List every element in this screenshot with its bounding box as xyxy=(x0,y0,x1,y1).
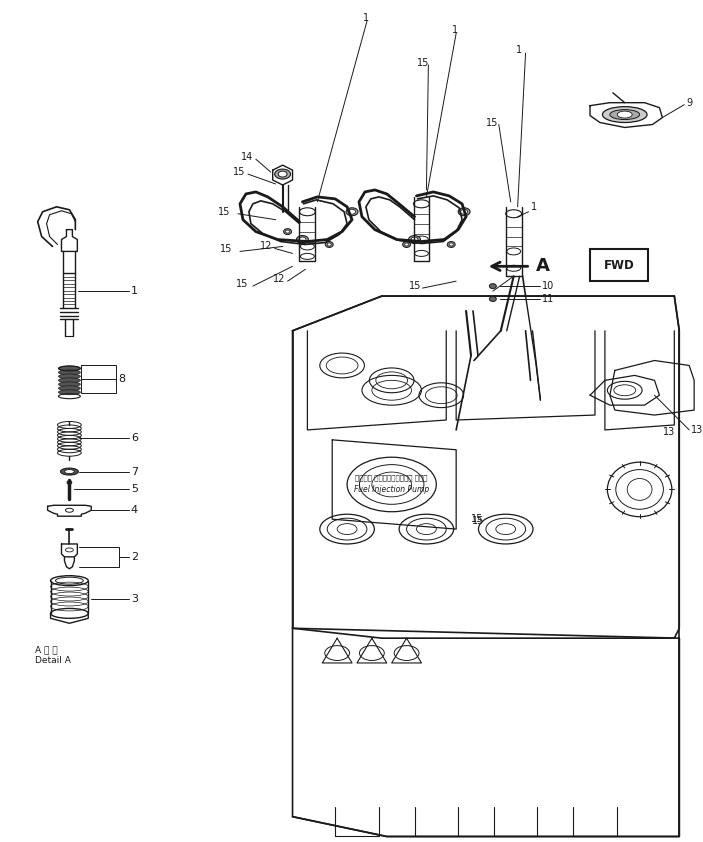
Ellipse shape xyxy=(67,481,72,484)
Ellipse shape xyxy=(58,390,80,395)
Text: Detail A: Detail A xyxy=(34,657,70,665)
Ellipse shape xyxy=(297,236,309,243)
Ellipse shape xyxy=(58,386,80,391)
Ellipse shape xyxy=(411,237,418,242)
Ellipse shape xyxy=(58,374,80,379)
Text: FWD: FWD xyxy=(603,258,634,272)
Text: 6: 6 xyxy=(131,433,138,443)
Ellipse shape xyxy=(489,284,496,289)
Ellipse shape xyxy=(449,243,453,246)
Text: A: A xyxy=(536,258,549,275)
Ellipse shape xyxy=(278,171,287,177)
Ellipse shape xyxy=(58,370,80,375)
Text: 1: 1 xyxy=(531,202,536,212)
Text: 15: 15 xyxy=(471,514,484,525)
Text: 15: 15 xyxy=(486,118,498,127)
Ellipse shape xyxy=(346,208,358,216)
Text: A 詳 細: A 詳 細 xyxy=(34,646,58,654)
Text: 9: 9 xyxy=(686,98,692,108)
Ellipse shape xyxy=(460,210,467,214)
Text: 4: 4 xyxy=(131,505,138,515)
Ellipse shape xyxy=(58,381,80,386)
Ellipse shape xyxy=(283,229,292,235)
Ellipse shape xyxy=(617,111,632,118)
Ellipse shape xyxy=(602,107,647,123)
Ellipse shape xyxy=(65,470,75,473)
Text: Fuel Injection Pump: Fuel Injection Pump xyxy=(354,485,430,494)
Ellipse shape xyxy=(405,243,408,246)
Bar xyxy=(590,249,647,281)
Ellipse shape xyxy=(285,230,290,233)
Text: 15: 15 xyxy=(416,58,429,68)
Text: 13: 13 xyxy=(691,425,703,435)
Ellipse shape xyxy=(58,366,80,371)
Ellipse shape xyxy=(327,243,331,246)
Bar xyxy=(82,365,116,393)
Text: 15: 15 xyxy=(408,281,421,291)
Text: 7: 7 xyxy=(131,466,138,477)
Text: 12: 12 xyxy=(260,242,272,252)
Text: 15: 15 xyxy=(472,516,484,526)
Ellipse shape xyxy=(275,169,290,179)
Ellipse shape xyxy=(447,242,455,248)
Text: 15: 15 xyxy=(233,167,245,177)
Ellipse shape xyxy=(325,242,333,248)
Text: 12: 12 xyxy=(273,274,285,285)
Text: 2: 2 xyxy=(131,552,138,562)
Ellipse shape xyxy=(299,237,306,242)
Text: 1: 1 xyxy=(363,13,369,24)
Text: 5: 5 xyxy=(131,484,138,494)
Ellipse shape xyxy=(408,236,420,243)
Ellipse shape xyxy=(349,210,356,214)
Text: 1: 1 xyxy=(131,286,138,296)
Ellipse shape xyxy=(60,468,78,475)
Text: 1: 1 xyxy=(515,45,522,55)
Ellipse shape xyxy=(403,242,411,248)
Ellipse shape xyxy=(489,296,496,301)
Text: 15: 15 xyxy=(218,207,231,216)
Ellipse shape xyxy=(610,109,640,120)
Text: 8: 8 xyxy=(118,375,125,384)
Text: 15: 15 xyxy=(236,280,248,289)
Ellipse shape xyxy=(458,208,470,216)
Text: 14: 14 xyxy=(241,152,253,163)
Text: フェエル イ・ンジェクション ポンプ: フェエル イ・ンジェクション ポンプ xyxy=(356,474,428,481)
Ellipse shape xyxy=(58,378,80,383)
Text: 10: 10 xyxy=(543,281,555,291)
Text: 3: 3 xyxy=(131,594,138,604)
Text: 11: 11 xyxy=(543,294,555,304)
Text: 15: 15 xyxy=(220,244,233,254)
Text: 1: 1 xyxy=(452,25,458,35)
Text: 13: 13 xyxy=(664,427,676,437)
